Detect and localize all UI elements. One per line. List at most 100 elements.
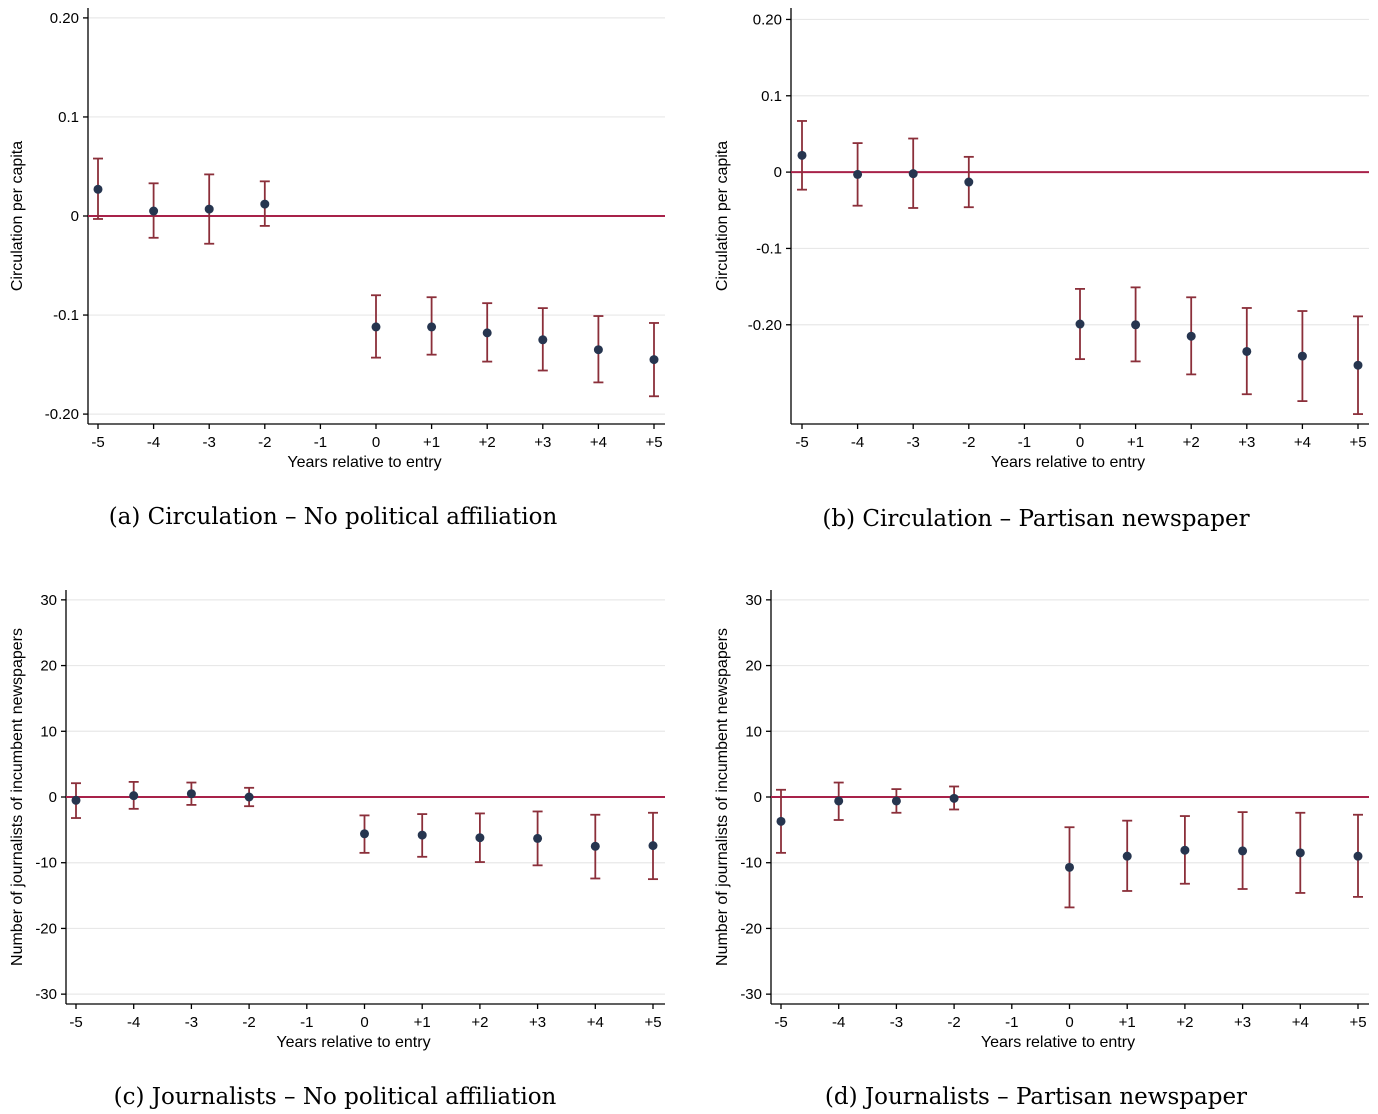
- y-axis-title: Circulation per capita: [714, 141, 731, 291]
- data-point: [371, 322, 381, 332]
- y-axis-title: Number of journalists of incumbent newsp…: [9, 628, 26, 966]
- data-point: [71, 795, 81, 805]
- y-tick-label: -20: [740, 920, 762, 937]
- y-tick-label: 0: [754, 789, 762, 806]
- x-axis-title: Years relative to entry: [276, 1034, 430, 1051]
- data-point: [538, 335, 548, 345]
- data-point: [1065, 862, 1074, 872]
- x-tick-label: +3: [1238, 434, 1255, 451]
- data-point: [1186, 331, 1196, 341]
- data-point: [1238, 846, 1248, 856]
- x-tick-label: +3: [1234, 1014, 1251, 1031]
- x-tick-label: -1: [314, 434, 327, 451]
- x-axis-title: Years relative to entry: [287, 454, 441, 471]
- data-point: [1353, 360, 1363, 370]
- x-tick-label: +1: [1119, 1014, 1136, 1031]
- data-point: [417, 830, 427, 840]
- data-point: [797, 150, 807, 160]
- panel-caption: (a) Circulation – No political affiliati…: [109, 504, 558, 530]
- x-tick-label: -1: [1018, 434, 1031, 451]
- x-tick-label: -1: [1005, 1014, 1018, 1031]
- x-tick-label: +4: [1292, 1014, 1309, 1031]
- data-point: [93, 184, 103, 194]
- x-tick-label: 0: [1065, 1014, 1073, 1031]
- y-tick-label: -0.1: [756, 240, 782, 257]
- x-tick-label: +2: [479, 434, 496, 451]
- x-tick-label: +5: [1349, 1014, 1366, 1031]
- y-tick-label: -0.20: [748, 317, 782, 334]
- x-tick-label: -2: [258, 434, 271, 451]
- data-point: [204, 204, 214, 214]
- data-point: [649, 355, 659, 365]
- x-tick-label: +1: [423, 434, 440, 451]
- data-point: [853, 169, 863, 179]
- x-tick-label: -1: [300, 1014, 313, 1031]
- x-axis-title: Years relative to entry: [981, 1034, 1135, 1051]
- x-tick-label: -5: [91, 434, 104, 451]
- x-tick-label: -3: [185, 1014, 198, 1031]
- data-point: [149, 206, 159, 216]
- x-tick-label: -4: [147, 434, 160, 451]
- y-tick-label: 0.1: [761, 88, 782, 105]
- data-point: [964, 177, 974, 187]
- y-tick-label: 30: [745, 592, 762, 609]
- data-point: [482, 328, 492, 338]
- y-tick-label: -0.1: [53, 307, 79, 324]
- x-tick-label: -4: [851, 434, 864, 451]
- data-point: [949, 793, 959, 803]
- data-point: [1242, 346, 1252, 356]
- x-tick-label: -3: [907, 434, 920, 451]
- y-tick-label: -20: [35, 920, 57, 937]
- x-tick-label: -2: [962, 434, 975, 451]
- data-point: [648, 841, 658, 851]
- y-tick-label: 0.20: [50, 10, 79, 27]
- x-tick-label: +4: [590, 434, 607, 451]
- y-tick-label: 0: [49, 789, 57, 806]
- y-tick-label: 20: [40, 658, 57, 675]
- data-point: [1075, 319, 1085, 329]
- data-point: [360, 829, 369, 839]
- data-point: [244, 792, 254, 802]
- x-tick-label: 0: [372, 434, 380, 451]
- y-tick-label: 0: [71, 208, 79, 225]
- x-tick-label: +5: [1349, 434, 1366, 451]
- data-point: [475, 833, 485, 843]
- y-tick-label: 0.20: [753, 11, 782, 28]
- x-tick-label: +1: [414, 1014, 431, 1031]
- data-point: [834, 796, 844, 806]
- panel-caption: (c) Journalists – No political affiliati…: [114, 1084, 557, 1110]
- y-tick-label: -30: [740, 986, 762, 1003]
- y-tick-label: 0.1: [58, 109, 79, 126]
- y-tick-label: -30: [35, 986, 57, 1003]
- x-tick-label: +5: [644, 1014, 661, 1031]
- y-axis-title: Circulation per capita: [9, 141, 26, 291]
- data-point: [1297, 351, 1307, 361]
- data-point: [1180, 845, 1190, 855]
- x-tick-label: +2: [1176, 1014, 1193, 1031]
- y-tick-label: 10: [40, 723, 57, 740]
- data-point: [260, 199, 270, 209]
- data-point: [1122, 851, 1132, 861]
- x-tick-label: -5: [69, 1014, 82, 1031]
- data-point: [891, 796, 901, 806]
- y-tick-label: -10: [35, 855, 57, 872]
- data-point: [129, 791, 139, 801]
- data-point: [1353, 851, 1363, 861]
- data-point: [533, 833, 543, 843]
- panel-caption: (b) Circulation – Partisan newspaper: [822, 506, 1249, 532]
- y-axis-title: Number of journalists of incumbent newsp…: [714, 628, 731, 966]
- y-tick-label: -10: [740, 855, 762, 872]
- data-point: [908, 169, 918, 179]
- y-tick-label: 30: [40, 592, 57, 609]
- y-tick-label: 20: [745, 658, 762, 675]
- data-point: [186, 789, 196, 799]
- x-tick-label: +3: [529, 1014, 546, 1031]
- chart-panel-a: 0.20 0.1 0 -0.1 -0.20 -5 -4 -3 -2 -1 0 +1 +2 +3 +4 +5 Ye…: [9, 8, 665, 530]
- x-tick-label: -3: [890, 1014, 903, 1031]
- y-tick-label: -0.20: [45, 406, 79, 423]
- data-point: [776, 816, 786, 826]
- x-tick-label: -4: [832, 1014, 845, 1031]
